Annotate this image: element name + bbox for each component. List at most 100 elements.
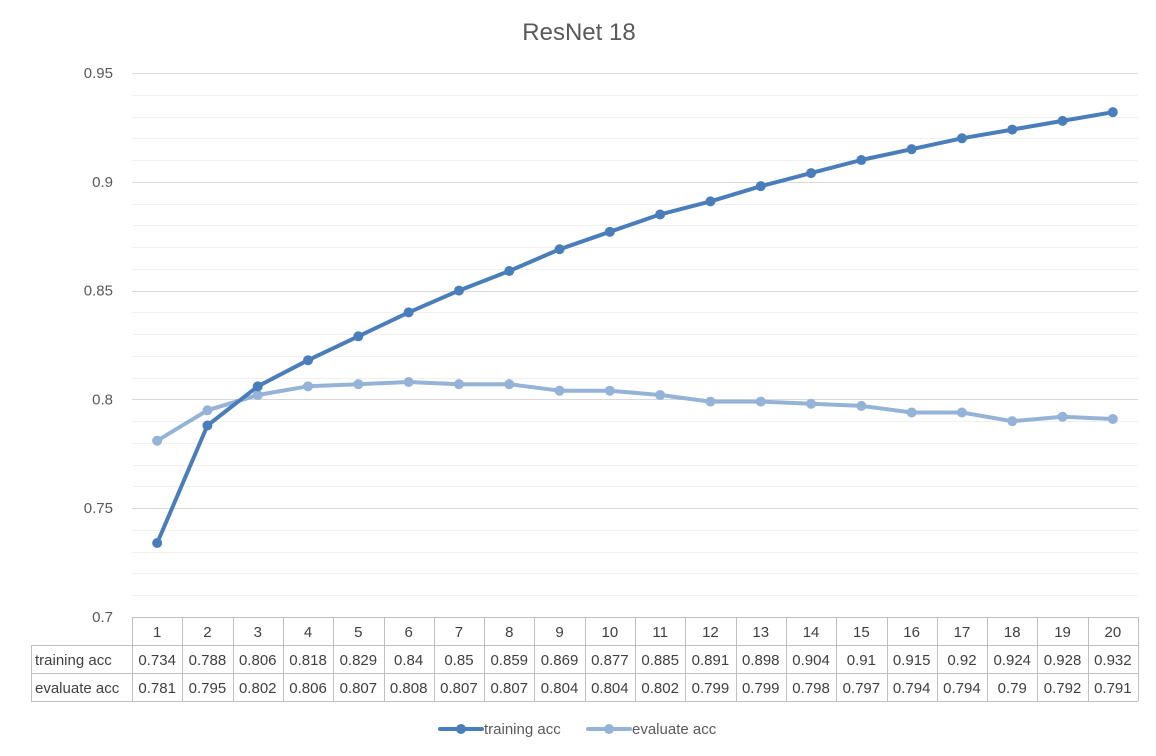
data-point xyxy=(906,407,917,418)
data-label: 0.792 xyxy=(1044,680,1082,697)
data-label: 0.84 xyxy=(394,652,423,669)
data-label: 0.91 xyxy=(847,652,876,669)
series-evaluate-acc xyxy=(152,376,1118,446)
data-label: 0.806 xyxy=(289,680,327,697)
data-label: 0.79 xyxy=(998,680,1027,697)
data-point xyxy=(655,209,666,220)
y-tick-label: 0.85 xyxy=(84,283,113,300)
series-line xyxy=(155,110,1115,545)
data-point xyxy=(856,155,867,166)
x-category-label: 15 xyxy=(853,624,870,641)
data-label: 0.807 xyxy=(490,680,528,697)
y-axis-tick-labels: 0.95 0.9 0.85 0.8 0.75 0.7 xyxy=(84,65,113,626)
data-point xyxy=(806,398,817,409)
data-point xyxy=(956,133,967,144)
data-label: 0.802 xyxy=(239,680,277,697)
data-label: 0.877 xyxy=(591,652,629,669)
data-label: 0.798 xyxy=(792,680,830,697)
data-label: 0.794 xyxy=(893,680,931,697)
data-point xyxy=(152,538,163,549)
legend-label: evaluate acc xyxy=(632,721,717,738)
data-point xyxy=(705,396,716,407)
y-tick-label: 0.7 xyxy=(92,609,113,626)
data-point xyxy=(906,144,917,155)
data-point xyxy=(504,379,515,390)
x-category-label: 18 xyxy=(1004,624,1021,641)
data-point xyxy=(956,407,967,418)
data-point xyxy=(1057,115,1068,126)
x-category-label: 16 xyxy=(903,624,920,641)
data-label: 0.898 xyxy=(742,652,780,669)
x-category-label: 4 xyxy=(304,624,312,641)
data-point xyxy=(353,331,364,342)
data-label: 0.797 xyxy=(843,680,881,697)
data-label: 0.85 xyxy=(444,652,473,669)
data-label: 0.791 xyxy=(1094,680,1132,697)
data-label: 0.807 xyxy=(440,680,478,697)
data-point xyxy=(1107,107,1118,118)
data-point xyxy=(705,196,716,207)
x-category-label: 10 xyxy=(602,624,619,641)
data-label: 0.924 xyxy=(993,652,1031,669)
x-category-label: 19 xyxy=(1054,624,1071,641)
data-label: 0.802 xyxy=(641,680,679,697)
data-point xyxy=(403,376,414,387)
data-label: 0.799 xyxy=(742,680,780,697)
data-point xyxy=(755,181,766,192)
table-row-label: training acc xyxy=(35,652,112,669)
data-label: 0.932 xyxy=(1094,652,1132,669)
series-lines xyxy=(152,107,1118,549)
data-point xyxy=(1007,124,1018,135)
data-label: 0.808 xyxy=(390,680,428,697)
data-point xyxy=(303,355,314,366)
x-category-label: 7 xyxy=(455,624,463,641)
legend-item: evaluate acc xyxy=(586,721,717,738)
legend: training acc evaluate acc xyxy=(438,721,717,738)
y-tick-label: 0.75 xyxy=(84,500,113,517)
data-point xyxy=(554,385,565,396)
data-point xyxy=(1057,411,1068,422)
y-tick-label: 0.9 xyxy=(92,174,113,191)
data-label: 0.92 xyxy=(947,652,976,669)
data-label: 0.788 xyxy=(189,652,227,669)
table-row-label: evaluate acc xyxy=(35,680,120,697)
data-label: 0.794 xyxy=(943,680,981,697)
data-point xyxy=(453,285,464,296)
data-label: 0.799 xyxy=(692,680,730,697)
x-category-label: 1 xyxy=(153,624,161,641)
x-category-label: 13 xyxy=(752,624,769,641)
data-point xyxy=(252,381,263,392)
data-point xyxy=(504,266,515,277)
data-label: 0.869 xyxy=(541,652,579,669)
data-label: 0.804 xyxy=(541,680,579,697)
data-point xyxy=(554,244,565,255)
data-label: 0.928 xyxy=(1044,652,1082,669)
data-point xyxy=(655,390,666,401)
legend-label: training acc xyxy=(484,721,561,738)
legend-marker xyxy=(456,724,466,734)
data-label: 0.807 xyxy=(340,680,378,697)
x-category-label: 2 xyxy=(203,624,211,641)
data-point xyxy=(1007,416,1018,427)
data-point xyxy=(403,307,414,318)
data-label: 0.891 xyxy=(692,652,730,669)
x-category-label: 11 xyxy=(652,624,668,641)
data-point xyxy=(806,168,817,179)
data-label: 0.795 xyxy=(189,680,227,697)
data-point xyxy=(856,400,867,411)
data-point xyxy=(604,385,615,396)
x-category-label: 6 xyxy=(404,624,412,641)
gridlines xyxy=(132,73,1138,596)
data-table: 1 2 3 4 5 6 7 8 9 10 11 12 13 14 15 16 17 18 19 20training … xyxy=(31,617,1139,702)
legend-item: training acc xyxy=(438,721,561,738)
x-category-label: 12 xyxy=(702,624,719,641)
data-label: 0.818 xyxy=(289,652,327,669)
data-label: 0.781 xyxy=(138,680,176,697)
data-point xyxy=(353,379,364,390)
data-point xyxy=(202,405,213,416)
data-label: 0.734 xyxy=(138,652,176,669)
data-label: 0.859 xyxy=(490,652,528,669)
x-category-label: 9 xyxy=(555,624,563,641)
